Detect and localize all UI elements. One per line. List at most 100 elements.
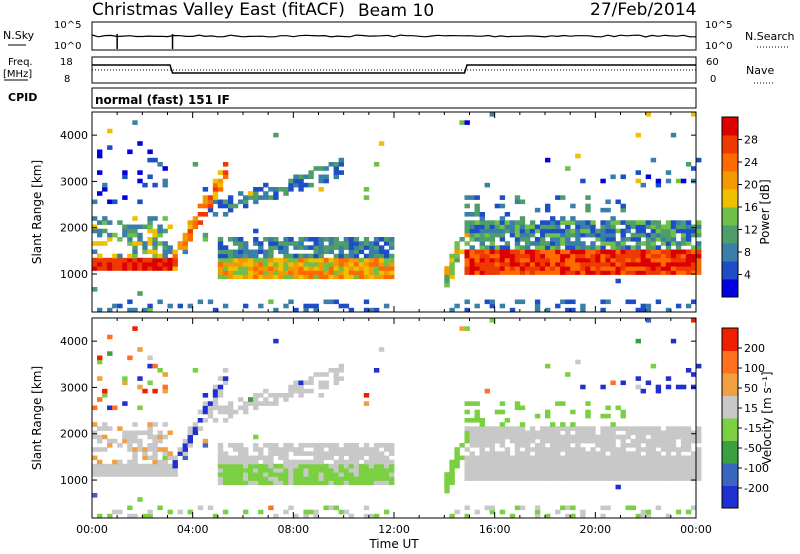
velocity-cell bbox=[630, 443, 636, 448]
power-cell bbox=[152, 249, 158, 255]
power-cell bbox=[600, 224, 606, 230]
power-cell bbox=[383, 274, 390, 280]
power-cell bbox=[570, 216, 576, 221]
power-cell bbox=[238, 249, 244, 255]
velocity-cell bbox=[499, 422, 506, 427]
velocity-cell bbox=[600, 513, 606, 519]
power-cell bbox=[162, 262, 168, 267]
velocity-cell bbox=[147, 463, 153, 469]
power-cell bbox=[504, 266, 511, 271]
power-cell bbox=[268, 187, 274, 192]
power-cell bbox=[273, 266, 279, 271]
velocity-cell bbox=[283, 480, 289, 486]
power-cell bbox=[615, 266, 621, 271]
power-cell bbox=[610, 266, 616, 271]
velocity-cell bbox=[238, 480, 244, 486]
power-cell bbox=[217, 203, 224, 209]
velocity-cell bbox=[222, 376, 229, 381]
power-cell bbox=[630, 266, 636, 271]
power-cell bbox=[222, 174, 229, 180]
power-cell bbox=[524, 228, 531, 234]
power-cell bbox=[691, 253, 697, 259]
velocity-cell bbox=[489, 451, 495, 456]
power-cell bbox=[585, 232, 591, 238]
velocity-cell bbox=[605, 443, 611, 448]
velocity-cell bbox=[565, 476, 571, 481]
power-cell bbox=[313, 257, 319, 263]
power-cell bbox=[308, 303, 314, 309]
power-cell bbox=[348, 266, 355, 271]
velocity-cell bbox=[343, 447, 350, 452]
velocity-cell bbox=[383, 472, 390, 477]
velocity-cell bbox=[328, 443, 334, 448]
velocity-cell bbox=[238, 468, 244, 473]
velocity-cell bbox=[550, 455, 556, 461]
velocity-cell bbox=[217, 409, 224, 415]
velocity-cell bbox=[157, 463, 163, 469]
power-cell bbox=[328, 299, 334, 305]
velocity-cell bbox=[519, 472, 526, 477]
power-cell bbox=[550, 257, 556, 263]
power-cell bbox=[469, 257, 475, 263]
power-cell bbox=[685, 270, 692, 275]
power-cell bbox=[640, 307, 646, 313]
velocity-cell bbox=[177, 509, 183, 515]
velocity-cell bbox=[283, 455, 289, 461]
velocity-cell bbox=[620, 380, 626, 386]
power-cell bbox=[258, 303, 264, 309]
velocity-cell bbox=[529, 468, 536, 473]
power-cell bbox=[227, 253, 234, 259]
power-cell bbox=[358, 262, 365, 267]
velocity-cell bbox=[665, 447, 672, 452]
power-cell bbox=[630, 253, 636, 259]
power-cell bbox=[363, 307, 370, 313]
power-cell bbox=[620, 262, 626, 267]
power-cell bbox=[645, 220, 652, 225]
velocity-cell bbox=[464, 468, 470, 473]
velocity-cell bbox=[489, 459, 495, 465]
power-cell bbox=[132, 216, 138, 221]
velocity-cell bbox=[519, 463, 526, 469]
power-cell bbox=[263, 274, 269, 280]
power-cell bbox=[152, 262, 158, 267]
velocity-cell bbox=[313, 468, 319, 473]
velocity-cell bbox=[570, 438, 576, 444]
power-cell bbox=[484, 249, 490, 255]
velocity-cell bbox=[655, 468, 662, 473]
velocity-cell bbox=[524, 451, 531, 456]
velocity-cell bbox=[565, 455, 571, 461]
power-cell bbox=[570, 232, 576, 238]
velocity-cell bbox=[278, 463, 284, 469]
power-cell bbox=[645, 262, 652, 267]
velocity-cell bbox=[268, 401, 274, 406]
power-cell bbox=[308, 257, 314, 263]
velocity-cell bbox=[167, 430, 173, 436]
power-cell bbox=[635, 170, 641, 175]
velocity-cell bbox=[640, 447, 646, 452]
power-cell bbox=[519, 224, 526, 230]
power-cell bbox=[665, 307, 672, 313]
velocity-cell bbox=[680, 459, 687, 465]
velocity-cell bbox=[263, 468, 269, 473]
velocity-cell bbox=[660, 468, 667, 473]
velocity-cell bbox=[585, 463, 591, 469]
power-cell bbox=[97, 153, 103, 159]
power-cell bbox=[580, 303, 586, 309]
power-cell bbox=[187, 220, 193, 225]
power-cell bbox=[328, 262, 334, 267]
power-cell bbox=[655, 178, 662, 184]
velocity-cell bbox=[232, 447, 239, 452]
velocity-cell bbox=[303, 472, 309, 477]
velocity-cell bbox=[504, 476, 511, 481]
power-cell bbox=[227, 237, 234, 242]
power-cell bbox=[182, 245, 188, 250]
velocity-cell bbox=[449, 463, 455, 469]
velocity-cell bbox=[504, 472, 511, 477]
power-cell bbox=[615, 245, 621, 250]
power-cell bbox=[696, 262, 702, 267]
power-cell bbox=[137, 291, 143, 296]
velocity-cell bbox=[474, 455, 480, 461]
velocity-cell bbox=[137, 438, 143, 444]
velocity-cell bbox=[102, 422, 108, 427]
velocity-cell bbox=[192, 368, 199, 373]
